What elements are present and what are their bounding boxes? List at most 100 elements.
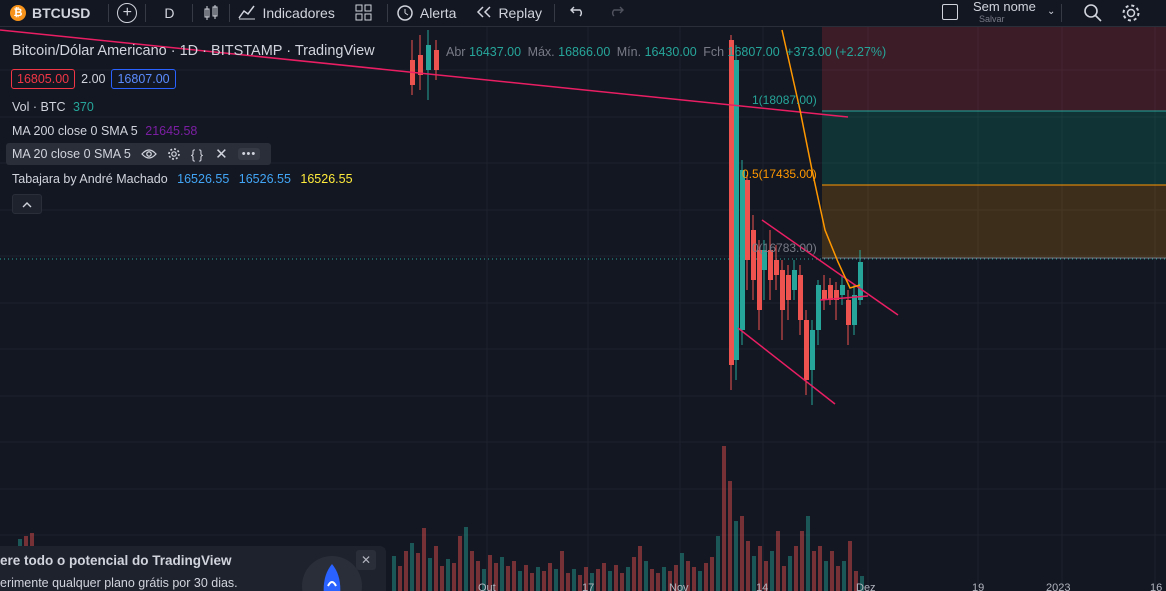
- chevron-down-icon[interactable]: ⌄: [1047, 6, 1056, 17]
- time-axis-label: 14: [756, 582, 768, 591]
- volume-bar: [428, 558, 432, 591]
- volume-bar: [512, 561, 516, 591]
- time-axis-label: 16: [1150, 582, 1162, 591]
- volume-bar: [446, 559, 450, 591]
- candle-body: [757, 250, 762, 310]
- candle-body: [774, 260, 779, 275]
- close-icon[interactable]: ✕: [215, 146, 228, 163]
- candle-body: [780, 270, 785, 310]
- redo-icon[interactable]: [607, 6, 625, 20]
- trend-line-lower: [737, 327, 836, 405]
- volume-bar: [578, 575, 582, 591]
- chart-area[interactable]: 1(18087.00) 0.5(17435.00) 0(16783.00) Ou…: [0, 27, 1166, 591]
- candle-body: [426, 45, 431, 70]
- ma20-legend[interactable]: MA 20 close 0 SMA 5 { } ✕ •••: [6, 143, 271, 165]
- ma-line: [781, 29, 861, 289]
- ask-price-button[interactable]: 16807.00: [111, 69, 176, 89]
- tabajara-label: Tabajara by André Machado: [12, 172, 168, 186]
- settings-icon[interactable]: [167, 147, 181, 161]
- volume-bar: [770, 551, 774, 591]
- volume-bar: [494, 563, 498, 591]
- volume-bar: [554, 569, 558, 591]
- volume-legend[interactable]: Vol · BTC 370: [12, 100, 94, 114]
- bid-ask: 16805.00 2.00 16807.00: [11, 69, 176, 89]
- volume-bar: [782, 566, 786, 591]
- volume-bar: [632, 557, 636, 591]
- volume-bar: [608, 571, 612, 591]
- eye-icon[interactable]: [140, 148, 157, 160]
- volume-bar: [860, 576, 864, 591]
- candle-body: [751, 230, 756, 280]
- layout-name[interactable]: Sem nome Salvar: [973, 0, 1036, 26]
- trend-line-long: [0, 29, 849, 118]
- undo-icon[interactable]: [569, 6, 587, 20]
- fib-label-0: 0(16783.00): [752, 241, 817, 255]
- volume-bar: [590, 573, 594, 591]
- price-chart[interactable]: 1(18087.00) 0.5(17435.00) 0(16783.00) Ou…: [0, 27, 1166, 591]
- volume-bar: [818, 546, 822, 591]
- volume-bar: [794, 546, 798, 591]
- divider: [1061, 4, 1062, 22]
- candle-body: [418, 55, 423, 75]
- open-label: Abr: [446, 45, 466, 59]
- volume-bar: [566, 573, 570, 591]
- volume-bar: [434, 546, 438, 591]
- volume-bar: [836, 566, 840, 591]
- compare-add-icon[interactable]: +: [117, 3, 138, 23]
- candle-body: [858, 262, 863, 300]
- bid-price-button[interactable]: 16805.00: [11, 69, 76, 89]
- volume-bar: [470, 551, 474, 591]
- volume-bar: [398, 566, 402, 591]
- volume-bar: [848, 541, 852, 591]
- volume-bar: [668, 571, 672, 591]
- volume-bar: [698, 571, 702, 591]
- candle-body: [786, 275, 791, 300]
- candle-body: [434, 50, 439, 70]
- divider: [108, 4, 110, 22]
- candle-body: [852, 295, 857, 325]
- volume-bar: [704, 563, 708, 591]
- promo-close-icon[interactable]: ✕: [356, 550, 376, 570]
- volume-bar: [422, 528, 426, 591]
- promo-banner[interactable]: ere todo o potencial do TradingView erim…: [0, 546, 386, 591]
- volume-bar: [542, 571, 546, 591]
- volume-bar: [644, 561, 648, 591]
- candles-style-icon[interactable]: [201, 4, 221, 22]
- volume-bar: [560, 551, 564, 591]
- search-icon[interactable]: [1083, 3, 1103, 26]
- templates-icon[interactable]: [355, 4, 373, 22]
- tabajara-legend[interactable]: Tabajara by André Machado 16526.55 16526…: [12, 172, 353, 186]
- volume-bar: [842, 561, 846, 591]
- collapse-legend-button[interactable]: [12, 194, 42, 214]
- symbol-search[interactable]: ₿ BTCUSD: [0, 0, 90, 26]
- volume-bar: [776, 531, 780, 591]
- replay-button[interactable]: Replay: [476, 0, 542, 26]
- volume-bar: [452, 563, 456, 591]
- volume-bar: [824, 561, 828, 591]
- layout-icon[interactable]: [942, 4, 958, 20]
- replay-icon: [476, 5, 492, 22]
- candle-body: [822, 290, 827, 300]
- volume-bar: [530, 573, 534, 591]
- volume-bar: [536, 567, 540, 591]
- volume-bar: [602, 563, 606, 591]
- volume-bar: [662, 567, 666, 591]
- indicators-button[interactable]: Indicadores: [238, 0, 335, 26]
- source-code-icon[interactable]: { }: [190, 146, 204, 162]
- open-value: 16437.00: [468, 45, 522, 59]
- ohlc-values: Abr 16437.00 Máx. 16866.00 Mín. 16430.00…: [446, 45, 886, 59]
- more-icon[interactable]: •••: [237, 148, 261, 160]
- symbol-label: BTCUSD: [32, 5, 91, 21]
- alert-button[interactable]: Alerta: [396, 0, 456, 26]
- gear-icon[interactable]: [1120, 2, 1142, 27]
- volume-bar: [788, 556, 792, 591]
- candle-body: [828, 285, 833, 300]
- ma200-value: 21645.58: [145, 124, 198, 138]
- promo-title: ere todo o potencial do TradingView: [0, 553, 232, 568]
- ma20-label: MA 20 close 0 SMA 5: [12, 147, 131, 161]
- candle-body: [792, 270, 797, 290]
- ma200-legend[interactable]: MA 200 close 0 SMA 5 21645.58: [12, 124, 197, 138]
- replay-label: Replay: [498, 5, 543, 21]
- volume-bar: [392, 556, 396, 591]
- interval-button[interactable]: D: [164, 5, 175, 21]
